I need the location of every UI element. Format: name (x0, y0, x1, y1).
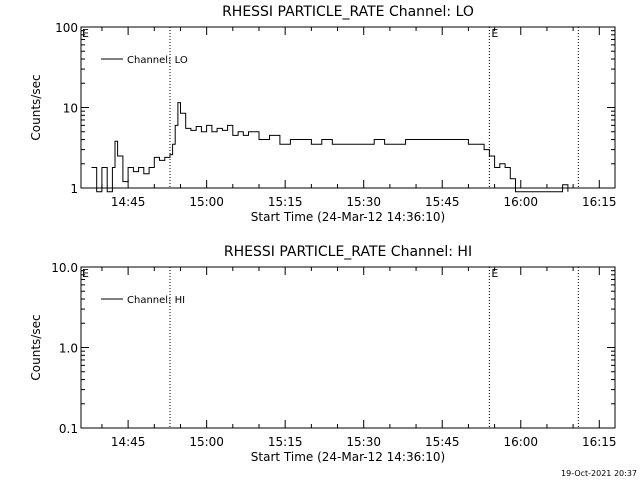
x-tick-label: 15:30 (346, 195, 381, 209)
data-series-line (91, 102, 569, 193)
x-tick-label: 16:15 (582, 435, 617, 449)
y-tick-label: 10 (63, 102, 78, 116)
x-tick-label: 15:15 (268, 195, 303, 209)
y-tick-label: 1.0 (59, 342, 78, 356)
x-tick-label: 15:30 (346, 435, 381, 449)
y-tick-label: 0.1 (59, 422, 78, 436)
chart-panel-1: RHESSI PARTICLE_RATE Channel: LO 14:45 15:… (29, 4, 617, 224)
x-tick-label: 16:15 (582, 195, 617, 209)
x-axis-label: Start Time (24-Mar-12 14:36:10) (251, 450, 445, 464)
x-tick-label: 16:00 (503, 195, 538, 209)
chart-title: RHESSI PARTICLE_RATE Channel: LO (222, 4, 474, 20)
x-tick-label: 14:45 (111, 435, 146, 449)
left-edge-marker: E (82, 27, 89, 40)
y-axis-label: Counts/sec (29, 314, 43, 380)
legend-label: Channel: HI (127, 295, 185, 306)
chart-panel-2: RHESSI PARTICLE_RATE Channel: HI 14:45 15:… (29, 244, 617, 464)
x-axis-label: Start Time (24-Mar-12 14:36:10) (251, 210, 445, 224)
chart-title: RHESSI PARTICLE_RATE Channel: HI (224, 244, 472, 260)
y-tick-label: 1 (70, 182, 78, 196)
y-axis-label: Counts/sec (29, 74, 43, 140)
x-tick-label: 15:45 (425, 195, 460, 209)
y-tick-label: 100 (55, 21, 78, 35)
vertical-marker-label: E (491, 267, 498, 280)
x-tick-label: 14:45 (111, 195, 146, 209)
legend-label: Channel: LO (127, 55, 188, 66)
y-tick-label: 10.0 (51, 261, 78, 275)
left-edge-marker: E (82, 267, 89, 280)
footer-timestamp: 19-Oct-2021 20:37 (561, 469, 637, 478)
vertical-marker-label: E (491, 27, 498, 40)
plot-frame (80, 26, 616, 189)
x-tick-label: 16:00 (503, 435, 538, 449)
x-tick-label: 15:45 (425, 435, 460, 449)
x-tick-label: 15:15 (268, 435, 303, 449)
x-tick-label: 15:00 (189, 195, 224, 209)
plot-frame (80, 266, 616, 429)
x-tick-label: 15:00 (189, 435, 224, 449)
